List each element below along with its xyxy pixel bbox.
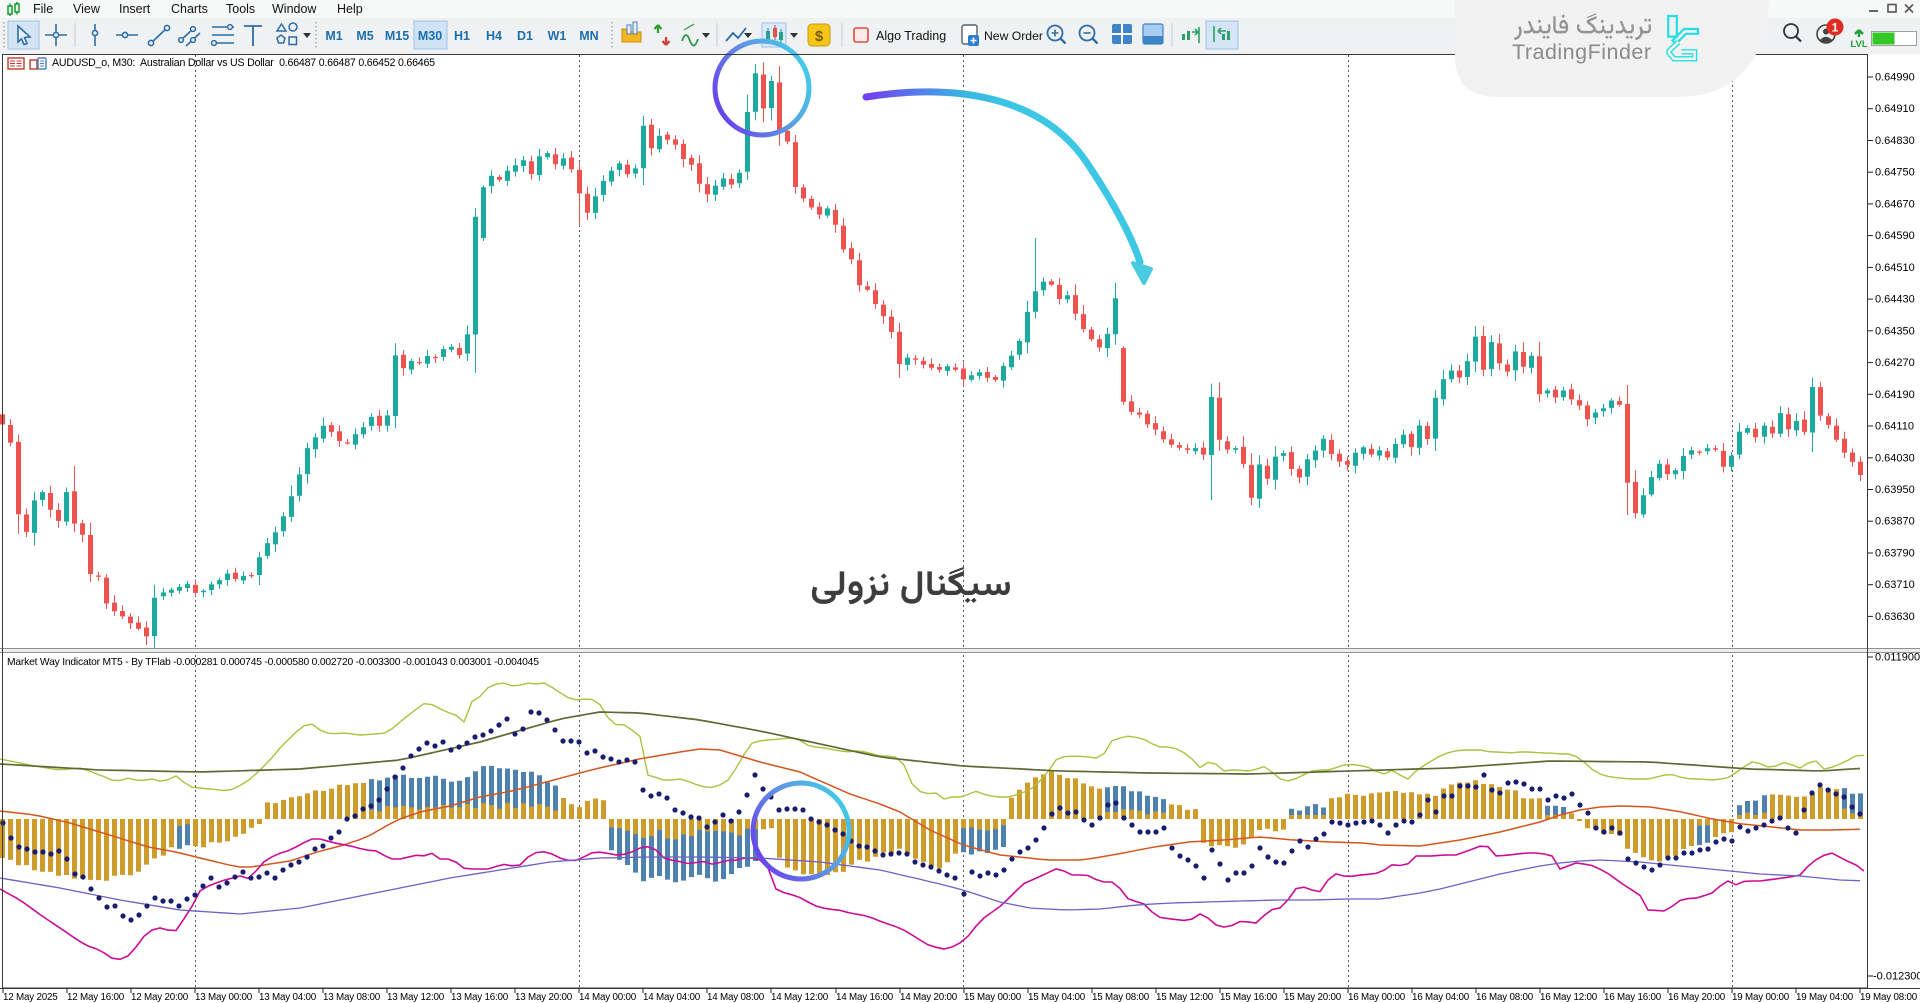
- svg-text:0.63710: 0.63710: [1875, 579, 1915, 591]
- svg-text:M30: M30: [418, 29, 442, 43]
- svg-text:New Order: New Order: [984, 29, 1043, 43]
- svg-text:0.63870: 0.63870: [1875, 516, 1915, 528]
- svg-text:W1: W1: [548, 29, 567, 43]
- svg-text:13 May 20:00: 13 May 20:00: [515, 992, 573, 1003]
- svg-text:H4: H4: [486, 29, 502, 43]
- svg-text:1: 1: [1832, 21, 1839, 35]
- svg-text:19 May 08:00: 19 May 08:00: [1860, 992, 1918, 1003]
- svg-text:12 May 2025: 12 May 2025: [3, 992, 58, 1003]
- svg-text:0.64910: 0.64910: [1875, 103, 1915, 115]
- svg-text:0.64830: 0.64830: [1875, 135, 1915, 147]
- svg-text:TradingFinder: TradingFinder: [1512, 40, 1652, 64]
- svg-text:0.011900: 0.011900: [1875, 652, 1920, 664]
- svg-text:AUDUSD_o, M30: Australian Dol: AUDUSD_o, M30: Australian Dollar vs US D…: [52, 57, 435, 69]
- svg-text:Algo Trading: Algo Trading: [876, 29, 946, 43]
- svg-text:0.63790: 0.63790: [1875, 548, 1915, 560]
- svg-text:0.64590: 0.64590: [1875, 230, 1915, 242]
- svg-text:19 May 04:00: 19 May 04:00: [1796, 992, 1854, 1003]
- svg-text:13 May 00:00: 13 May 00:00: [195, 992, 253, 1003]
- svg-text:13 May 08:00: 13 May 08:00: [323, 992, 381, 1003]
- svg-text:0.63950: 0.63950: [1875, 484, 1915, 496]
- svg-text:13 May 16:00: 13 May 16:00: [451, 992, 509, 1003]
- svg-text:14 May 12:00: 14 May 12:00: [771, 992, 829, 1003]
- svg-text:15 May 08:00: 15 May 08:00: [1092, 992, 1150, 1003]
- svg-text:0.64270: 0.64270: [1875, 357, 1915, 369]
- svg-text:0.64190: 0.64190: [1875, 389, 1915, 401]
- svg-text:15 May 20:00: 15 May 20:00: [1284, 992, 1342, 1003]
- svg-text:19 May 00:00: 19 May 00:00: [1732, 992, 1790, 1003]
- svg-text:LVL: LVL: [1850, 39, 1867, 50]
- svg-text:0.64110: 0.64110: [1875, 421, 1914, 433]
- svg-text:16 May 20:00: 16 May 20:00: [1668, 992, 1726, 1003]
- svg-text:15 May 12:00: 15 May 12:00: [1156, 992, 1214, 1003]
- svg-text:13 May 04:00: 13 May 04:00: [259, 992, 317, 1003]
- svg-text:$: $: [815, 28, 824, 45]
- svg-text:0.64670: 0.64670: [1875, 198, 1915, 210]
- svg-text:0.64750: 0.64750: [1875, 167, 1915, 179]
- svg-text:16 May 04:00: 16 May 04:00: [1412, 992, 1470, 1003]
- svg-text:-0.012300: -0.012300: [1873, 971, 1920, 983]
- svg-text:0.64990: 0.64990: [1875, 72, 1915, 84]
- svg-text:16 May 16:00: 16 May 16:00: [1604, 992, 1662, 1003]
- svg-text:12 May 16:00: 12 May 16:00: [67, 992, 125, 1003]
- svg-text:H1: H1: [454, 29, 470, 43]
- svg-text:12 May 20:00: 12 May 20:00: [131, 992, 189, 1003]
- svg-text:M1: M1: [325, 29, 342, 43]
- svg-text:15 May 04:00: 15 May 04:00: [1028, 992, 1086, 1003]
- svg-text:0.64030: 0.64030: [1875, 452, 1915, 464]
- svg-text:0.63630: 0.63630: [1875, 611, 1915, 623]
- svg-text:M15: M15: [385, 29, 409, 43]
- svg-text:0.64510: 0.64510: [1875, 262, 1915, 274]
- svg-text:M5: M5: [356, 29, 373, 43]
- svg-text:14 May 08:00: 14 May 08:00: [707, 992, 765, 1003]
- svg-text:13 May 12:00: 13 May 12:00: [387, 992, 445, 1003]
- svg-text:14 May 16:00: 14 May 16:00: [836, 992, 894, 1003]
- svg-text:14 May 00:00: 14 May 00:00: [579, 992, 637, 1003]
- svg-text:Market Way Indicator MT5 - By: Market Way Indicator MT5 - By TFlab -0.0…: [7, 657, 539, 668]
- svg-text:14 May 20:00: 14 May 20:00: [900, 992, 958, 1003]
- svg-text:D1: D1: [517, 29, 533, 43]
- svg-text:15 May 16:00: 15 May 16:00: [1220, 992, 1278, 1003]
- svg-text:16 May 08:00: 16 May 08:00: [1476, 992, 1534, 1003]
- svg-text:0.64430: 0.64430: [1875, 294, 1915, 306]
- svg-text:16 May 12:00: 16 May 12:00: [1540, 992, 1598, 1003]
- svg-text:MN: MN: [579, 29, 598, 43]
- svg-text:16 May 00:00: 16 May 00:00: [1348, 992, 1406, 1003]
- svg-text:15 May 00:00: 15 May 00:00: [964, 992, 1022, 1003]
- svg-text:14 May 04:00: 14 May 04:00: [643, 992, 701, 1003]
- svg-text:0.64350: 0.64350: [1875, 325, 1915, 337]
